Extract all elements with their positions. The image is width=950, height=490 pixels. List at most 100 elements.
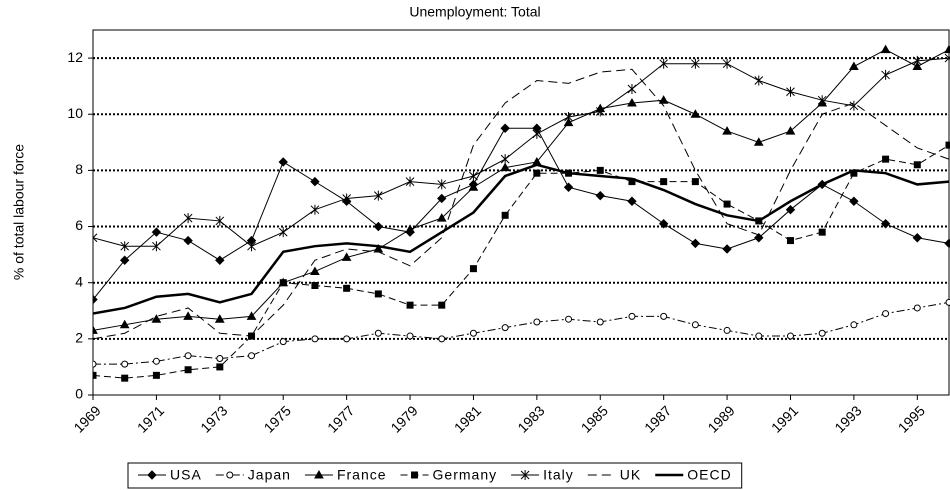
marker [627, 196, 637, 206]
marker [849, 196, 859, 206]
marker [438, 301, 446, 309]
marker [184, 366, 192, 374]
marker [850, 321, 858, 329]
marker [658, 95, 669, 104]
marker [343, 284, 351, 292]
marker [722, 58, 732, 69]
marker [184, 352, 192, 360]
marker [690, 238, 701, 249]
marker [628, 312, 636, 320]
marker [310, 266, 320, 275]
y-tick-label: 0 [75, 386, 83, 402]
marker [691, 58, 700, 69]
x-tick-label: 1979 [387, 402, 420, 435]
marker [215, 255, 225, 265]
marker [818, 329, 826, 337]
marker [723, 200, 731, 208]
legend: USA Japan France Germany Italy UK OECD [127, 462, 743, 489]
marker [226, 471, 234, 479]
marker [314, 469, 324, 479]
marker [786, 237, 794, 245]
marker [722, 126, 732, 135]
marker [596, 318, 604, 326]
marker [660, 178, 668, 186]
marker [468, 182, 479, 191]
legend-label: Germany [433, 467, 498, 483]
marker [279, 338, 287, 346]
marker [438, 335, 446, 343]
x-tick-label: 1983 [514, 402, 547, 435]
marker [152, 357, 160, 365]
marker [501, 211, 509, 219]
x-tick-label: 1995 [895, 402, 928, 435]
marker [121, 360, 129, 368]
marker [437, 179, 447, 190]
y-tick-label: 6 [75, 217, 83, 233]
y-tick-label: 4 [75, 273, 83, 289]
marker [880, 44, 891, 54]
marker [753, 137, 764, 146]
marker [152, 371, 160, 379]
marker [533, 318, 541, 326]
marker [247, 241, 256, 252]
marker [754, 233, 764, 243]
marker [311, 282, 319, 289]
marker [881, 69, 890, 80]
marker [246, 311, 257, 320]
marker [912, 55, 922, 66]
marker [500, 154, 510, 165]
marker [786, 332, 794, 340]
marker [183, 235, 193, 246]
marker [343, 335, 351, 343]
marker [660, 312, 668, 320]
marker [374, 329, 382, 337]
y-tick-label: 12 [67, 49, 83, 65]
marker [849, 100, 859, 111]
marker [437, 193, 447, 204]
y-tick-label: 2 [75, 330, 83, 346]
x-tick-label: 1989 [704, 402, 737, 435]
marker [722, 244, 732, 254]
marker [93, 232, 98, 243]
marker [147, 470, 157, 480]
legend-label: Japan [248, 467, 291, 483]
marker [754, 75, 764, 86]
marker [912, 233, 923, 243]
marker [121, 374, 129, 382]
marker [373, 190, 383, 201]
marker [469, 329, 477, 337]
marker [411, 471, 419, 479]
marker [691, 178, 699, 186]
series-line [93, 301, 950, 365]
marker [311, 335, 319, 343]
marker [216, 355, 224, 362]
marker [310, 176, 320, 187]
marker [278, 157, 288, 167]
x-tick-label: 1977 [324, 402, 357, 435]
marker [882, 155, 890, 163]
legend-label: USA [170, 467, 202, 483]
marker [342, 193, 351, 204]
chart-title: Unemployment: Total [409, 4, 540, 20]
marker [785, 126, 796, 135]
marker [436, 213, 447, 222]
marker [500, 162, 511, 172]
x-tick-label: 1981 [451, 402, 484, 435]
marker [406, 301, 414, 309]
marker [93, 325, 98, 334]
marker [564, 112, 573, 123]
marker [151, 227, 162, 237]
marker [279, 279, 287, 287]
marker [216, 363, 224, 371]
y-tick-label: 8 [75, 161, 83, 177]
marker [849, 61, 859, 70]
marker [880, 219, 891, 229]
x-tick-label: 1993 [831, 402, 864, 435]
y-axis-label: % of total labour force [11, 144, 27, 280]
marker [627, 97, 637, 107]
marker [596, 166, 604, 174]
plot-frame [92, 29, 950, 396]
marker [945, 141, 950, 149]
marker [152, 241, 161, 252]
